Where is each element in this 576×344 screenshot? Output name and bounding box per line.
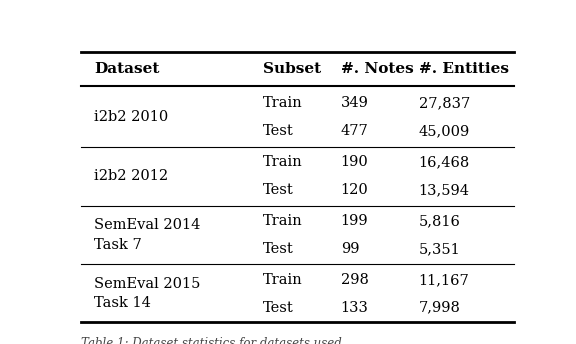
Text: SemEval 2015
Task 14: SemEval 2015 Task 14 [94,277,200,311]
Text: i2b2 2012: i2b2 2012 [94,169,168,183]
Text: Test: Test [263,301,294,315]
Text: 5,816: 5,816 [419,214,461,228]
Text: Train: Train [263,214,302,228]
Text: 190: 190 [341,155,369,169]
Text: Train: Train [263,155,302,169]
Text: 349: 349 [341,96,369,110]
Text: 16,468: 16,468 [419,155,470,169]
Text: 120: 120 [341,183,369,197]
Text: 13,594: 13,594 [419,183,469,197]
Text: 7,998: 7,998 [419,301,461,315]
Text: 477: 477 [341,124,369,138]
Text: Train: Train [263,96,302,110]
Text: Dataset: Dataset [94,62,160,76]
Text: Table 1: Dataset statistics for datasets used...: Table 1: Dataset statistics for datasets… [81,337,353,344]
Text: 298: 298 [341,273,369,287]
Text: Test: Test [263,124,294,138]
Text: Subset: Subset [263,62,321,76]
Text: i2b2 2010: i2b2 2010 [94,110,168,124]
Text: 199: 199 [341,214,369,228]
Text: 45,009: 45,009 [419,124,470,138]
Text: 99: 99 [341,242,359,256]
Text: 133: 133 [341,301,369,315]
Text: Test: Test [263,242,294,256]
Text: #. Entities: #. Entities [419,62,509,76]
Text: 27,837: 27,837 [419,96,470,110]
Text: SemEval 2014
Task 7: SemEval 2014 Task 7 [94,218,200,252]
Text: 5,351: 5,351 [419,242,460,256]
Text: #. Notes: #. Notes [341,62,414,76]
Text: Train: Train [263,273,302,287]
Text: Test: Test [263,183,294,197]
Text: 11,167: 11,167 [419,273,469,287]
